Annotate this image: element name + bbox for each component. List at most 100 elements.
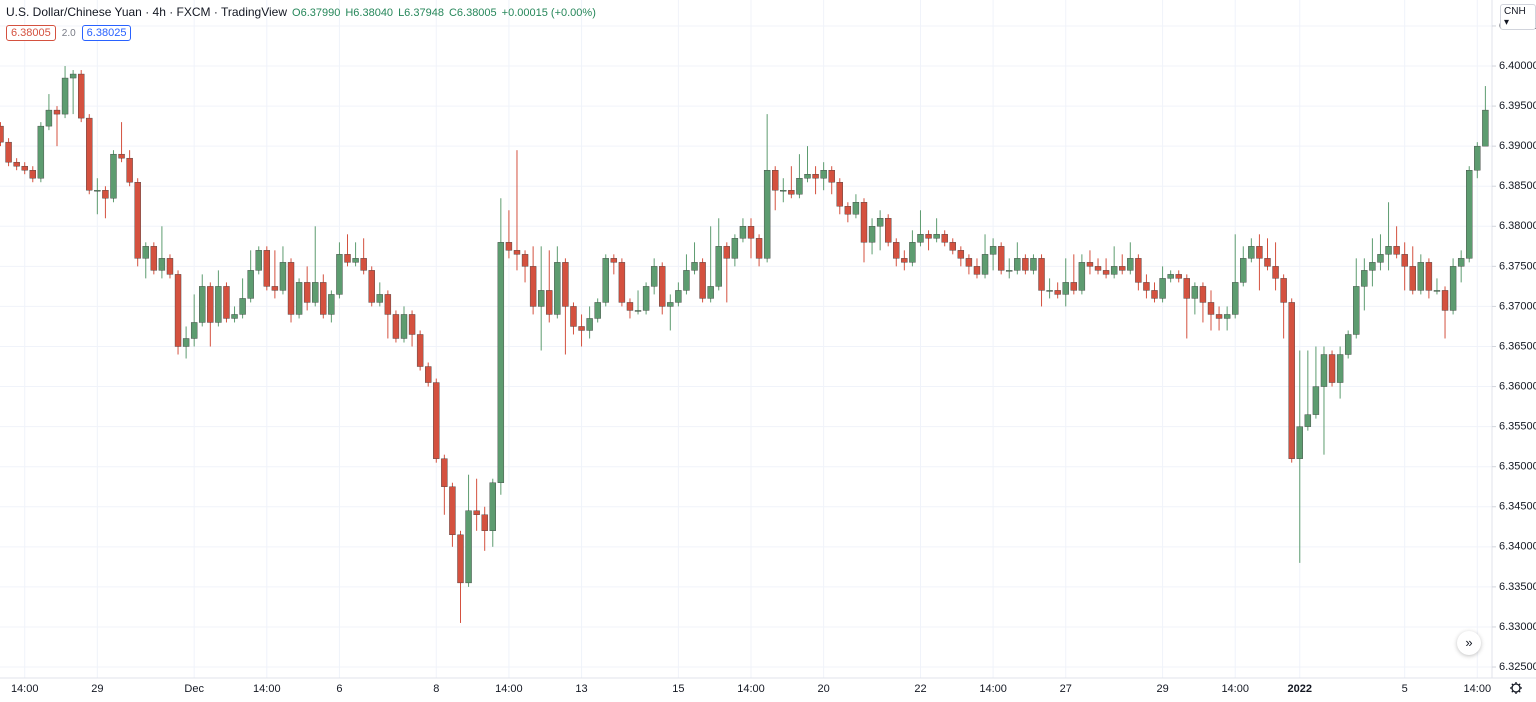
candle-body (1256, 246, 1263, 259)
candle-body (1401, 254, 1408, 267)
candle-body (828, 170, 835, 183)
candle-body (836, 182, 843, 207)
candle-body (772, 170, 779, 191)
candle-body (707, 286, 714, 299)
currency-selector[interactable]: CNH ▾ (1500, 4, 1536, 30)
candle-body (885, 218, 892, 243)
candle-body (223, 286, 230, 319)
ohlc-open: O6.37990 (292, 7, 341, 19)
currency: CNH (1504, 6, 1526, 17)
candle-body (295, 282, 303, 315)
y-tick-label: 6.38000 (1499, 220, 1536, 232)
settings-icon[interactable] (1510, 682, 1522, 694)
candle-body (1135, 258, 1142, 283)
candle-body (94, 190, 101, 192)
candle-body (997, 246, 1005, 271)
candle-body (586, 318, 593, 331)
candle-body (481, 514, 488, 531)
x-tick-label: 14:00 (11, 683, 39, 695)
candle-body (909, 242, 916, 263)
candle-body (1441, 290, 1449, 311)
candle-body (1086, 262, 1094, 267)
y-tick-label: 6.33500 (1499, 581, 1536, 593)
ohlc-low: L6.37948 (398, 7, 444, 19)
candle-body (610, 258, 618, 263)
candle-body (505, 242, 513, 251)
y-tick-label: 6.33000 (1499, 621, 1536, 633)
candle-body (788, 190, 795, 195)
x-tick-label: 22 (914, 683, 926, 695)
candle-body (287, 262, 295, 315)
candle-body (618, 262, 626, 303)
candle-body (820, 170, 827, 179)
candle-body (1046, 290, 1053, 292)
candle-body (158, 258, 166, 271)
y-tick-label: 6.35000 (1499, 461, 1536, 473)
x-tick-label: 14:00 (495, 683, 523, 695)
candle-body (1409, 266, 1416, 291)
candle-body (1474, 145, 1481, 171)
candle-body (360, 258, 367, 271)
candle-body (1191, 286, 1199, 299)
candle-body (1466, 170, 1473, 259)
candle-body (513, 250, 521, 255)
candle-body (554, 262, 561, 315)
candle-body (247, 270, 254, 299)
candle-body (844, 206, 852, 215)
candle-body (392, 314, 400, 339)
x-tick-label: 29 (91, 683, 103, 695)
buy-price[interactable]: 6.38025 (81, 25, 132, 41)
candle-body (29, 170, 36, 179)
candle-body (215, 286, 222, 323)
x-tick-label: 27 (1060, 683, 1072, 695)
candle-body (271, 286, 279, 291)
candle-body (199, 286, 206, 323)
candle-body (763, 170, 771, 259)
candle-body (731, 238, 739, 259)
candle-body (1336, 354, 1344, 383)
candle-body (965, 258, 973, 267)
candle-body (1006, 270, 1013, 272)
candle-body (255, 250, 262, 271)
candle-body (118, 153, 125, 159)
candle-body (166, 258, 174, 275)
candle-body (376, 294, 383, 303)
candle-body (86, 117, 93, 191)
candle-body (1482, 109, 1489, 147)
candle-body (61, 77, 69, 115)
candle-body (1344, 334, 1352, 355)
candle-body (134, 182, 141, 259)
x-tick-label: 14:00 (1221, 683, 1249, 695)
candle-body (0, 125, 4, 143)
candle-body (13, 161, 20, 167)
candle-body (110, 153, 117, 199)
candle-body (1119, 266, 1126, 271)
y-tick-label: 6.40000 (1499, 60, 1536, 72)
candle-body (1078, 262, 1086, 291)
candle-body (521, 254, 529, 267)
candle-body (69, 73, 77, 79)
candle-body (320, 282, 327, 315)
candle-body (1288, 302, 1295, 459)
candle-body (1393, 246, 1400, 255)
candle-body (303, 282, 311, 303)
candle-body (1127, 258, 1134, 271)
sell-price[interactable]: 6.38005 (6, 25, 56, 41)
candle-body (852, 202, 860, 215)
axes: 6.32500 6.33000 6.33500 6.34000 6.34500 6.350… (11, 20, 1536, 695)
candle-body (804, 174, 811, 179)
y-tick-label: 6.37500 (1499, 260, 1536, 272)
candle-body (1272, 266, 1279, 279)
scroll-to-latest[interactable]: » (1457, 631, 1481, 655)
candle-body (368, 270, 375, 303)
candle-body (626, 302, 634, 311)
candle-body (190, 322, 198, 339)
candle-body (699, 262, 706, 299)
candle-body (1151, 290, 1158, 299)
candle-body (102, 190, 109, 199)
y-tick-label: 6.39000 (1499, 140, 1536, 152)
y-tick-label: 6.37000 (1499, 300, 1536, 312)
candle-body (150, 246, 158, 271)
